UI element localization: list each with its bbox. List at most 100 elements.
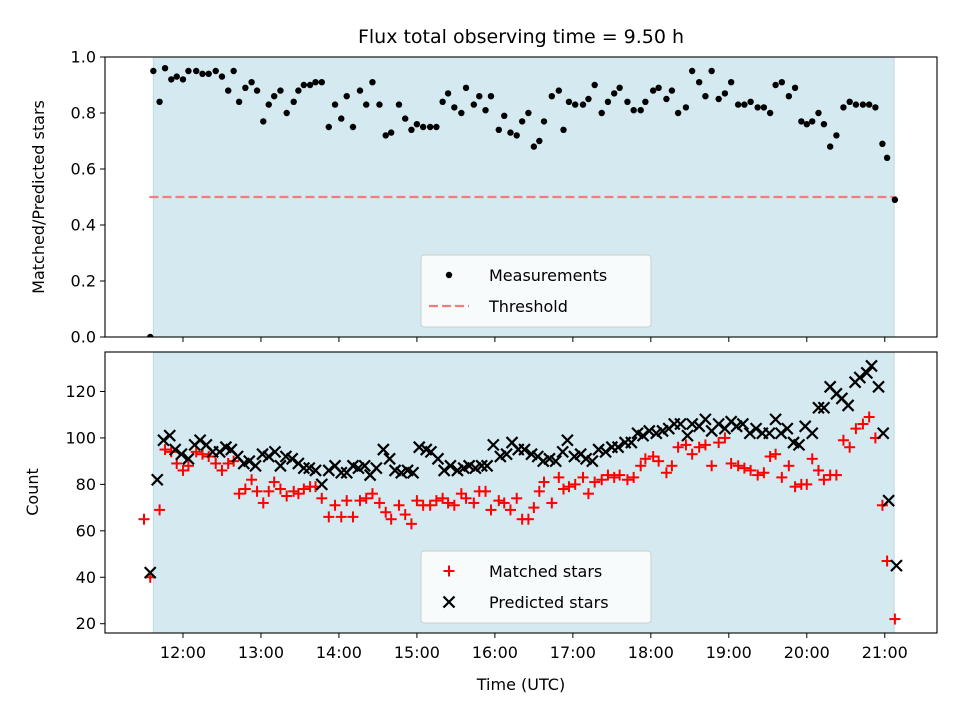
measurement-point — [682, 104, 690, 111]
bottom-plot-area — [138, 352, 903, 633]
matched-star-point — [806, 453, 818, 465]
measurement-point — [318, 79, 325, 86]
bottom-legend: Matched stars Predicted stars — [420, 550, 652, 624]
predicted-star-point — [865, 359, 878, 373]
x-tick-label: 12:00 — [160, 643, 206, 662]
top-y-tick-label: 0.4 — [71, 216, 96, 235]
matched-star-point — [876, 499, 888, 511]
matched-star-point — [863, 411, 875, 423]
matched-star-point — [222, 457, 234, 469]
matched-star-point — [577, 471, 589, 483]
legend-label: Matched stars — [489, 562, 602, 581]
measurement-point — [507, 129, 514, 136]
predicted-star-point — [817, 401, 831, 415]
measurement-point — [585, 95, 592, 103]
predicted-star-point — [642, 424, 656, 438]
x-tick-label: 15:00 — [394, 643, 440, 662]
matched-star-point — [596, 474, 608, 486]
predicted-star-point — [163, 429, 176, 442]
matched-star-point — [210, 457, 222, 469]
measurement-point — [591, 81, 598, 89]
measurement-point — [525, 109, 532, 117]
bottom-y-tick-label: 80 — [76, 475, 96, 494]
matched-star-point — [699, 439, 711, 451]
top-legend-box — [420, 254, 652, 328]
legend-marker-dot — [445, 271, 453, 279]
predicted-star-point — [674, 417, 687, 431]
predicted-star-point — [412, 440, 426, 454]
matched-star-point — [257, 497, 269, 509]
matched-star-point — [430, 495, 442, 507]
measurement-point — [295, 87, 302, 94]
matched-star-point — [528, 502, 540, 514]
matched-star-point — [480, 485, 492, 497]
measurement-point — [702, 93, 709, 100]
predicted-star-point — [872, 380, 885, 394]
bottom-series-predicted-stars — [143, 359, 903, 579]
top-y-tick-label: 0.2 — [71, 272, 96, 291]
predicted-star-point — [309, 464, 322, 477]
top-series-measurements — [147, 65, 899, 337]
measurement-point — [193, 67, 200, 75]
measurement-point — [668, 87, 676, 94]
matched-star-point — [190, 446, 202, 458]
top-panel: 0.0 0.2 0.4 0.6 0.8 1.0 Measurements Threshold — [71, 48, 938, 347]
predicted-star-point — [681, 429, 694, 442]
measurement-point — [820, 121, 828, 128]
predicted-star-point — [763, 427, 776, 440]
measurement-point — [265, 101, 272, 108]
matched-star-point — [347, 511, 359, 523]
predicted-star-point — [586, 454, 599, 468]
measurement-point — [624, 98, 631, 106]
matched-star-point — [844, 441, 856, 453]
predicted-star-point — [175, 447, 188, 461]
matched-star-point — [511, 492, 523, 504]
predicted-star-point — [297, 461, 311, 475]
legend-item: Matched stars — [443, 562, 602, 581]
predicted-star-point — [268, 445, 282, 459]
predicted-star-point — [262, 450, 276, 463]
predicted-star-point — [213, 445, 226, 459]
measurement-point — [476, 93, 483, 100]
matched-star-point — [889, 613, 901, 625]
predicted-star-point — [805, 427, 819, 440]
measurement-point — [338, 115, 345, 122]
legend-item: Measurements — [445, 266, 607, 285]
measurement-point — [852, 101, 860, 108]
measurement-point — [168, 76, 175, 83]
matched-star-point — [154, 504, 166, 516]
matched-star-point — [448, 499, 460, 511]
measurement-point — [470, 101, 478, 108]
measurement-point — [395, 101, 403, 108]
predicted-star-point — [611, 440, 625, 454]
measurement-point — [555, 87, 563, 94]
measurement-point — [815, 109, 822, 117]
matched-star-point — [857, 418, 869, 430]
matched-star-point — [783, 460, 795, 472]
predicted-star-point — [406, 466, 420, 480]
measurement-point — [540, 118, 548, 125]
legend-item: Predicted stars — [442, 593, 609, 612]
matched-star-point — [837, 434, 849, 446]
matched-star-point — [770, 448, 782, 460]
measurement-point — [579, 101, 587, 108]
matched-star-point — [316, 492, 328, 504]
measurement-point — [518, 118, 526, 125]
predicted-star-point — [792, 438, 806, 452]
bottom-y-tick-label: 40 — [76, 568, 96, 587]
measurement-point — [150, 67, 157, 75]
matched-star-point — [725, 457, 737, 469]
predicted-star-point — [518, 443, 531, 456]
predicted-star-point — [749, 422, 763, 435]
matched-star-point — [239, 483, 251, 495]
legend-label: Measurements — [489, 266, 607, 285]
measurement-point — [253, 87, 261, 94]
matched-star-point — [850, 423, 862, 435]
measurement-point — [741, 101, 748, 108]
measurement-point — [772, 81, 779, 89]
matched-star-point — [165, 446, 177, 458]
predicted-star-point — [377, 443, 390, 456]
matched-star-point — [557, 483, 569, 495]
measurement-point — [872, 104, 879, 111]
